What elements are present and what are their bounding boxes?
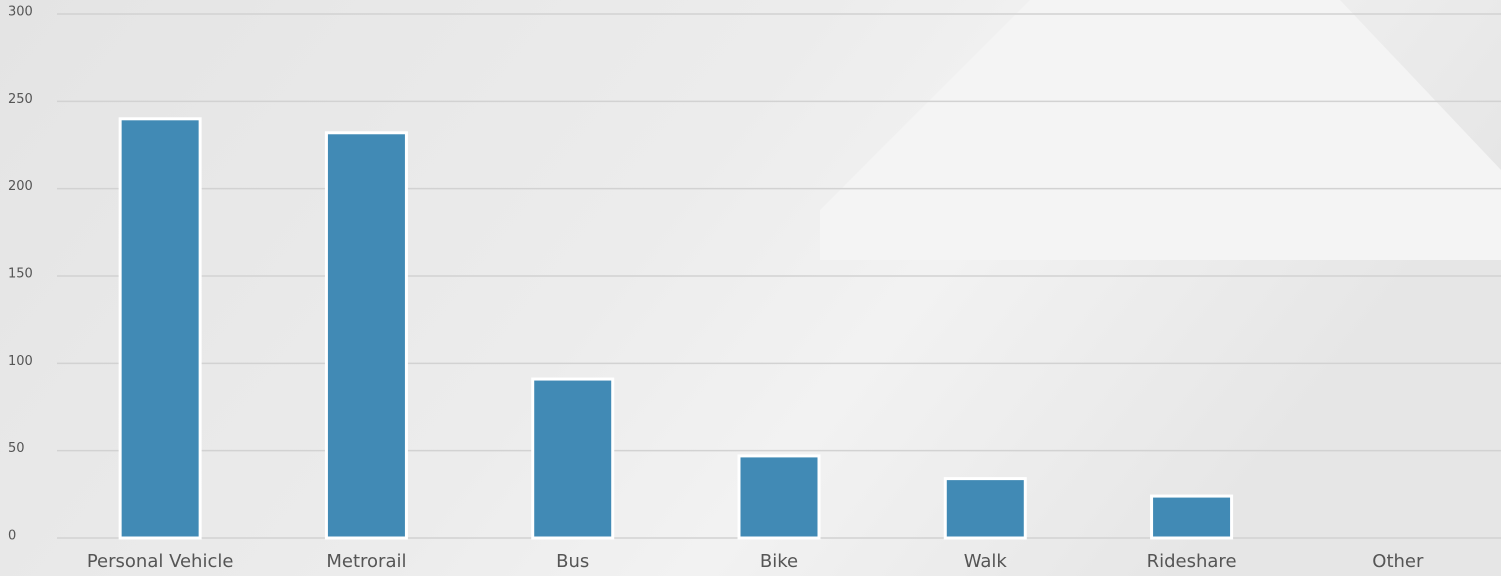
y-tick-label: 50 bbox=[8, 441, 25, 456]
bar bbox=[326, 133, 406, 538]
y-tick-label: 150 bbox=[8, 267, 33, 282]
x-tick-label: Bike bbox=[760, 551, 798, 572]
x-tick-label: Other bbox=[1372, 551, 1424, 572]
bar bbox=[533, 379, 613, 538]
x-tick-label: Walk bbox=[964, 551, 1008, 572]
y-tick-label: 250 bbox=[8, 92, 33, 107]
x-tick-label: Bus bbox=[556, 551, 589, 572]
bar bbox=[1152, 496, 1232, 538]
y-tick-label: 200 bbox=[8, 179, 33, 194]
x-tick-label: Rideshare bbox=[1147, 551, 1237, 572]
chart: 0 50 100 150 200 250 300 Personal Vehicle Metror… bbox=[0, 0, 1501, 576]
y-tick-label: 100 bbox=[8, 354, 33, 369]
bar bbox=[739, 456, 819, 538]
y-tick-label: 0 bbox=[8, 529, 16, 544]
page: {"chart_data": {"type": "bar", "categori… bbox=[0, 0, 1501, 576]
x-tick-label: Metrorail bbox=[326, 551, 406, 572]
bar bbox=[945, 479, 1025, 538]
y-tick-label: 300 bbox=[8, 5, 33, 20]
x-tick-label: Personal Vehicle bbox=[87, 551, 234, 572]
bar bbox=[120, 119, 200, 538]
